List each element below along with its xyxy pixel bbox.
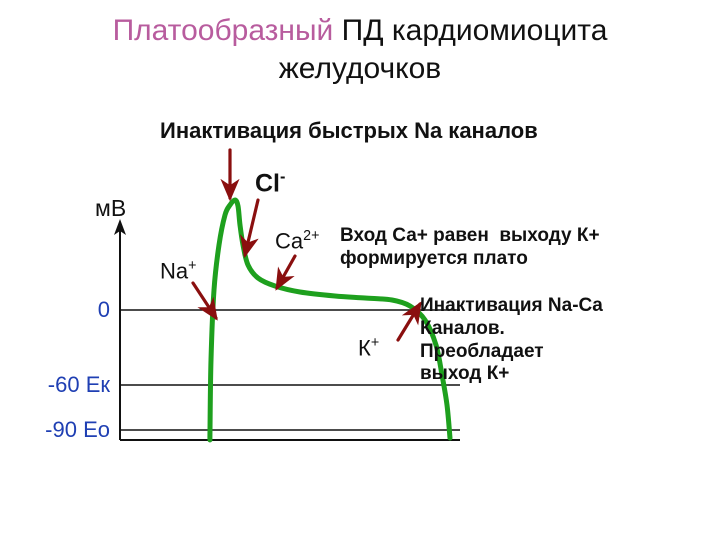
label-ca: Ca2+ [275,228,319,255]
label-na: Na+ [160,258,196,285]
axis-tick-ek: -60 Ек [0,372,110,398]
diagram-stage: Платообразный ПД кардиомиоцита желудочко… [0,0,720,540]
label-plateau-note: Вход Са+ равен выходу К+ формируется пла… [340,225,600,271]
arrow-ca [277,256,295,288]
axis-tick-0: 0 [0,297,110,323]
axis-tick-eo: -90 Ео [0,417,110,443]
label-inactivation-na: Инактивация быстрых Na каналов [160,118,538,144]
label-k: К+ [358,335,379,362]
label-inactivation-naca: Инактивация Na-Ca Каналов. Преобладает в… [420,295,603,386]
label-cl: Cl- [255,168,285,198]
arrow-cl [245,200,258,255]
axis-y-label: мВ [95,195,126,223]
